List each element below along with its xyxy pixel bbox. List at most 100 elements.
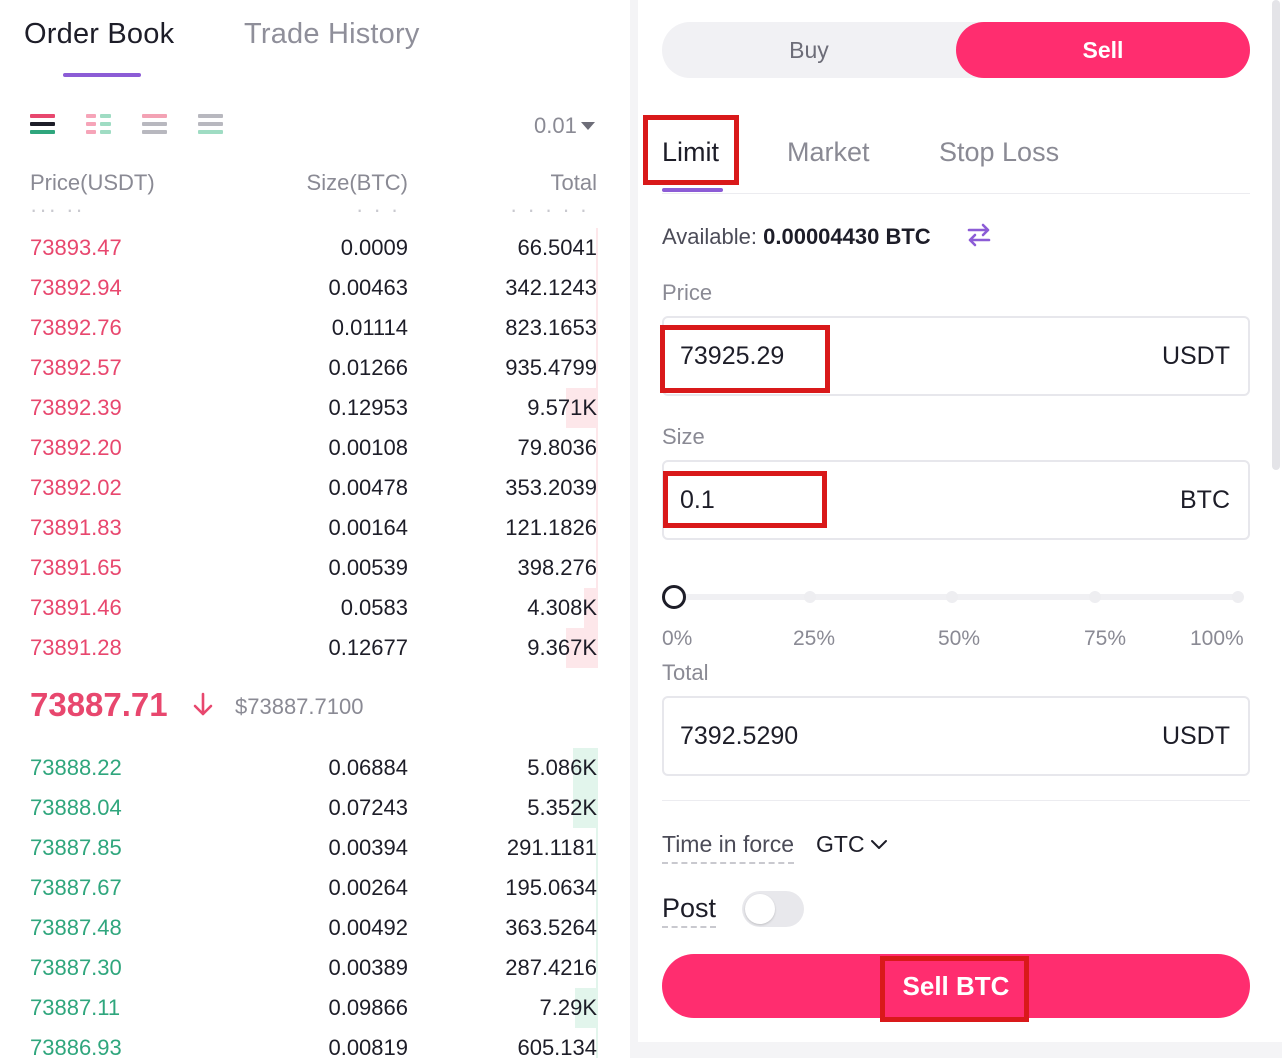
size-slider[interactable] xyxy=(662,583,1250,613)
slider-knob[interactable] xyxy=(662,585,686,609)
order-book-row[interactable]: 73887.11 0.09866 7.29K xyxy=(0,988,630,1028)
precision-select[interactable]: 0.01 xyxy=(534,113,595,139)
order-book-row[interactable]: 73888.22 0.06884 5.086K xyxy=(0,748,630,788)
slider-mark-50[interactable]: 50% xyxy=(938,627,981,650)
tab-market[interactable]: Market xyxy=(787,137,870,167)
total-input[interactable] xyxy=(680,718,1080,754)
depth-bar xyxy=(596,268,598,308)
row-size: 0.12677 xyxy=(328,635,408,660)
depth-bar xyxy=(566,388,598,428)
order-book-row[interactable]: 73891.46 0.0583 4.308K xyxy=(0,588,630,628)
swap-icon[interactable] xyxy=(965,221,993,249)
order-book-row[interactable]: 73892.94 0.00463 342.1243 xyxy=(0,268,630,308)
row-total: 5.352K xyxy=(527,795,597,820)
order-book-row[interactable]: 73887.48 0.00492 363.5264 xyxy=(0,908,630,948)
order-book-row[interactable]: 73891.28 0.12677 9.367K xyxy=(0,628,630,668)
slider-mark-100[interactable]: 100% xyxy=(1190,627,1244,650)
sell-button[interactable]: Sell xyxy=(956,22,1250,78)
row-price: 73893.47 xyxy=(30,235,122,260)
depth-bar xyxy=(575,988,598,1028)
row-size: 0.00389 xyxy=(328,955,408,980)
slider-stop-25[interactable] xyxy=(804,591,816,603)
order-book-row[interactable]: 73887.85 0.00394 291.1181 xyxy=(0,828,630,868)
row-size: 0.01266 xyxy=(328,355,408,380)
order-book-row[interactable]: 73887.30 0.00389 287.4216 xyxy=(0,948,630,988)
column-header-total: Total xyxy=(550,170,597,195)
slider-stop-50[interactable] xyxy=(946,591,958,603)
order-book-row[interactable]: 73891.83 0.00164 121.1826 xyxy=(0,508,630,548)
row-price: 73886.93 xyxy=(30,1035,122,1058)
tab-limit[interactable]: Limit xyxy=(662,137,720,167)
row-total: 5.086K xyxy=(527,755,597,780)
order-book-bids-icon[interactable] xyxy=(86,112,111,136)
panel-scrollbar[interactable] xyxy=(1272,0,1280,470)
order-book-asks-icon[interactable] xyxy=(142,112,167,136)
order-book-row[interactable]: 73886.93 0.00819 605.134 xyxy=(0,1028,630,1058)
side-toggle: Buy Sell xyxy=(662,22,1250,78)
tab-order-book[interactable]: Order Book xyxy=(24,18,175,50)
order-book-list-icon[interactable] xyxy=(198,112,223,136)
depth-bar xyxy=(596,1028,598,1058)
order-book-row[interactable]: 73892.02 0.00478 353.2039 xyxy=(0,468,630,508)
order-book-row[interactable]: 73892.39 0.12953 9.571K xyxy=(0,388,630,428)
price-input[interactable] xyxy=(680,338,1080,374)
slider-mark-75[interactable]: 75% xyxy=(1084,627,1127,650)
depth-bar xyxy=(584,588,598,628)
total-unit: USDT xyxy=(1161,722,1230,750)
slider-stop-75[interactable] xyxy=(1089,591,1101,603)
row-total: 398.276 xyxy=(517,555,597,580)
row-price: 73892.57 xyxy=(30,355,122,380)
depth-bar xyxy=(596,548,598,588)
row-total: 363.5264 xyxy=(505,915,597,940)
row-price: 73891.65 xyxy=(30,555,122,580)
sell-btc-button[interactable]: Sell BTC xyxy=(662,954,1250,1018)
row-price: 73887.85 xyxy=(30,835,122,860)
slider-stop-100[interactable] xyxy=(1232,591,1244,603)
row-price: 73891.46 xyxy=(30,595,122,620)
depth-bar xyxy=(596,348,598,388)
down-arrow-icon xyxy=(193,692,213,716)
row-total: 353.2039 xyxy=(505,475,597,500)
row-total: 9.571K xyxy=(527,395,597,420)
row-total: 342.1243 xyxy=(505,275,597,300)
order-book-row[interactable]: 73893.47 0.0009 66.5041 xyxy=(0,228,630,268)
slider-mark-0[interactable]: 0% xyxy=(662,627,693,650)
options-divider xyxy=(662,800,1250,801)
partially-scrolled-row: ··· ·· · · · · · · · · xyxy=(30,205,590,219)
row-size: 0.00478 xyxy=(328,475,408,500)
size-input[interactable] xyxy=(680,482,1080,518)
depth-bar xyxy=(596,908,598,948)
slider-mark-25[interactable]: 25% xyxy=(793,627,836,650)
order-book-row[interactable]: 73892.57 0.01266 935.4799 xyxy=(0,348,630,388)
row-size: 0.09866 xyxy=(328,995,408,1020)
row-price: 73888.22 xyxy=(30,755,122,780)
depth-bar xyxy=(596,868,598,908)
row-size: 0.00539 xyxy=(328,555,408,580)
order-book-row[interactable]: 73891.65 0.00539 398.276 xyxy=(0,548,630,588)
row-size: 0.00264 xyxy=(328,875,408,900)
last-price: 73887.71 xyxy=(30,686,168,723)
row-size: 0.00463 xyxy=(328,275,408,300)
order-book-row[interactable]: 73887.67 0.00264 195.0634 xyxy=(0,868,630,908)
chevron-down-icon[interactable] xyxy=(870,837,888,851)
time-in-force-label[interactable]: Time in force xyxy=(662,831,795,864)
row-price: 73887.48 xyxy=(30,915,122,940)
order-book-row[interactable]: 73888.04 0.07243 5.352K xyxy=(0,788,630,828)
order-book-row[interactable]: 73892.76 0.01114 823.1653 xyxy=(0,308,630,348)
row-price: 73892.94 xyxy=(30,275,122,300)
post-only-label[interactable]: Post xyxy=(662,893,717,928)
active-order-tab-underline xyxy=(662,188,723,192)
order-book-both-icon[interactable] xyxy=(30,112,55,136)
depth-bar xyxy=(573,788,598,828)
tab-trade-history[interactable]: Trade History xyxy=(244,18,420,50)
row-total: 291.1181 xyxy=(506,835,597,860)
tab-stop-loss[interactable]: Stop Loss xyxy=(939,137,1060,167)
row-total: 605.134 xyxy=(517,1035,597,1058)
row-total: 287.4216 xyxy=(505,955,597,980)
post-only-toggle[interactable] xyxy=(742,891,804,927)
time-in-force-select[interactable]: GTC xyxy=(816,831,865,857)
order-book-row[interactable]: 73892.20 0.00108 79.8036 xyxy=(0,428,630,468)
buy-button[interactable]: Buy xyxy=(789,37,829,63)
row-size: 0.07243 xyxy=(328,795,408,820)
available-value: 0.00004430 BTC xyxy=(763,224,931,249)
